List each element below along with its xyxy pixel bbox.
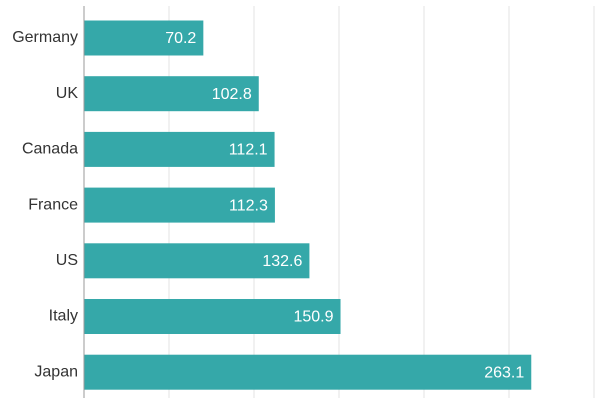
category-label-canada: Canada <box>22 141 78 158</box>
value-label-germany: 70.2 <box>165 30 196 47</box>
bar-us <box>84 243 310 279</box>
bar-germany <box>84 20 204 56</box>
bars <box>84 20 532 390</box>
value-label-france: 112.3 <box>229 197 268 214</box>
category-label-japan: Japan <box>34 363 78 380</box>
value-label-us: 132.6 <box>262 253 302 270</box>
bar-uk <box>84 76 259 112</box>
category-label-uk: UK <box>56 85 79 102</box>
value-label-canada: 112.1 <box>229 142 268 159</box>
bar-italy <box>84 299 341 334</box>
category-label-germany: Germany <box>12 29 78 46</box>
category-label-italy: Italy <box>49 308 78 325</box>
category-label-us: US <box>56 252 78 269</box>
category-label-france: France <box>28 196 78 213</box>
bar-japan <box>84 354 532 390</box>
value-label-uk: 102.8 <box>212 86 252 103</box>
labels: Germany 70.2 UK 102.8 Canada 112.1 France 112.3… <box>12 29 524 381</box>
bar-canada <box>84 131 275 167</box>
value-label-japan: 263.1 <box>484 364 524 381</box>
bar-france <box>84 187 275 223</box>
value-label-italy: 150.9 <box>293 309 333 326</box>
